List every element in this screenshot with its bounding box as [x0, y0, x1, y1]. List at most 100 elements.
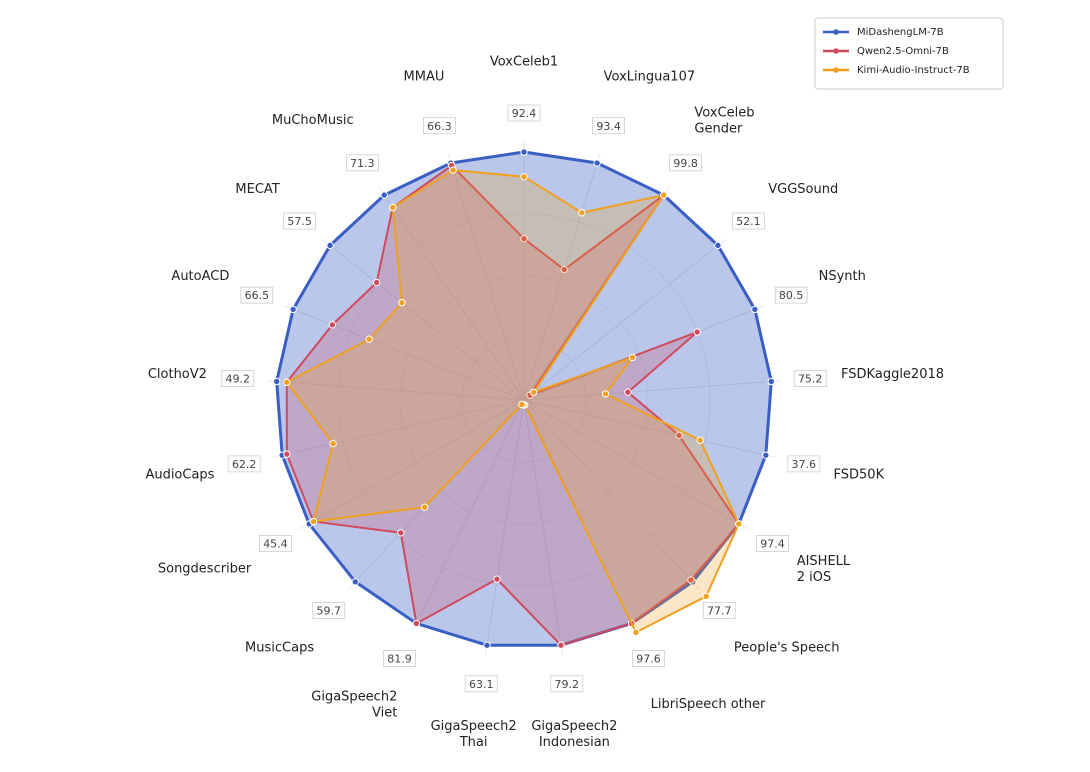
axis-label: People's Speech: [734, 640, 840, 655]
value-label: 79.2: [555, 678, 580, 691]
spoke: [523, 399, 700, 590]
data-point: [483, 641, 491, 649]
data-point: [632, 628, 640, 637]
legend-marker: [833, 29, 839, 35]
label-box: [464, 675, 498, 693]
value-label-box: 99.8: [669, 154, 703, 172]
data-point: [660, 191, 668, 199]
value-label: 63.1: [469, 678, 494, 691]
value-label-box: 75.2: [793, 370, 827, 387]
data-point: [283, 378, 291, 386]
value-label-box: 92.4: [507, 104, 541, 122]
value-label: 66.3: [427, 120, 452, 133]
data-point: [326, 241, 334, 250]
axis-label: FSDKaggle2018: [841, 367, 944, 382]
value-label-box: 62.2: [227, 455, 261, 473]
value-label-box: 45.4: [259, 535, 292, 552]
label-box: [383, 650, 416, 667]
data-point: [397, 529, 405, 537]
label-box: [669, 154, 703, 172]
axis-label: VoxCeleb Gender: [694, 105, 754, 136]
label-box: [221, 370, 255, 387]
value-label: 97.4: [760, 538, 785, 551]
spoke: [300, 399, 525, 530]
value-label-box: 97.6: [632, 650, 665, 667]
label-box: [345, 154, 379, 172]
data-point: [601, 390, 610, 398]
value-label: 62.2: [232, 458, 257, 471]
value-label: 71.3: [350, 157, 375, 170]
legend-marker: [833, 67, 839, 73]
label-box: [592, 117, 625, 135]
value-label: 37.6: [792, 458, 817, 471]
spoke: [523, 399, 748, 530]
value-label-box: 81.9: [383, 650, 416, 667]
series-area: [275, 150, 773, 647]
value-label-box: 97.4: [756, 535, 789, 552]
axis-label: LibriSpeech other: [651, 697, 766, 712]
data-point: [628, 353, 637, 362]
spoke: [523, 238, 727, 401]
axis-label: MMAU: [404, 70, 445, 85]
axis-label: GigaSpeech2 Indonesian: [531, 719, 617, 750]
value-label: 92.4: [512, 107, 537, 120]
label-box: [731, 212, 765, 230]
legend-label: MiDashengLM-7B: [857, 27, 944, 38]
data-point: [529, 388, 538, 396]
axis-label: AudioCaps: [145, 468, 214, 483]
legend-box: [814, 17, 1004, 90]
spoke: [447, 153, 525, 401]
value-label-box: 52.1: [731, 212, 765, 230]
axis-label: AutoACD: [171, 269, 229, 284]
label-box: [283, 212, 317, 230]
axis-label: VGGSound: [768, 182, 838, 197]
value-label-box: 49.2: [221, 370, 255, 387]
data-point: [714, 241, 722, 250]
legend-label: Qwen2.5-Omni-7B: [857, 46, 949, 57]
value-label: 80.5: [779, 289, 804, 302]
spoke: [321, 238, 525, 401]
data-point: [420, 503, 429, 511]
value-label-box: 66.3: [423, 117, 456, 135]
value-label: 45.4: [263, 538, 288, 551]
axis-label: GigaSpeech2 Viet: [311, 689, 397, 720]
value-label-box: 59.7: [312, 601, 346, 619]
value-label: 75.2: [798, 373, 823, 386]
data-point: [767, 377, 776, 386]
value-label-box: 93.4: [592, 117, 625, 135]
data-point: [520, 234, 528, 243]
data-point: [351, 578, 360, 586]
label-box: [756, 535, 789, 552]
label-box: [702, 601, 736, 619]
spoke: [378, 186, 525, 401]
axis-label: VoxCeleb1: [490, 55, 558, 70]
spoke: [266, 380, 525, 401]
axis-label: VoxLingua107: [604, 70, 696, 85]
data-point: [518, 400, 526, 409]
value-label: 59.7: [317, 604, 342, 617]
label-box: [632, 650, 665, 667]
spoke: [523, 399, 563, 656]
spoke: [283, 305, 525, 401]
data-point: [398, 298, 406, 307]
value-label: 97.6: [636, 653, 661, 666]
axis-label: ClothoV2: [148, 367, 207, 382]
value-label-box: 79.2: [550, 675, 584, 693]
axis-label: MECAT: [235, 182, 279, 197]
label-box: [550, 675, 584, 693]
data-point: [493, 575, 501, 583]
label-box: [423, 117, 456, 135]
data-point: [557, 641, 565, 649]
legend-label: Kimi-Audio-Instruct-7B: [857, 65, 970, 76]
value-label: 52.1: [736, 215, 761, 228]
value-label-box: 71.3: [345, 154, 379, 172]
data-point: [272, 377, 281, 386]
data-point: [449, 166, 457, 174]
data-point: [762, 451, 770, 459]
data-point: [578, 209, 586, 217]
value-label: 57.5: [287, 215, 312, 228]
spoke: [523, 399, 776, 458]
value-label-box: 66.5: [240, 286, 274, 304]
label-box: [227, 455, 261, 473]
data-point: [560, 265, 568, 274]
